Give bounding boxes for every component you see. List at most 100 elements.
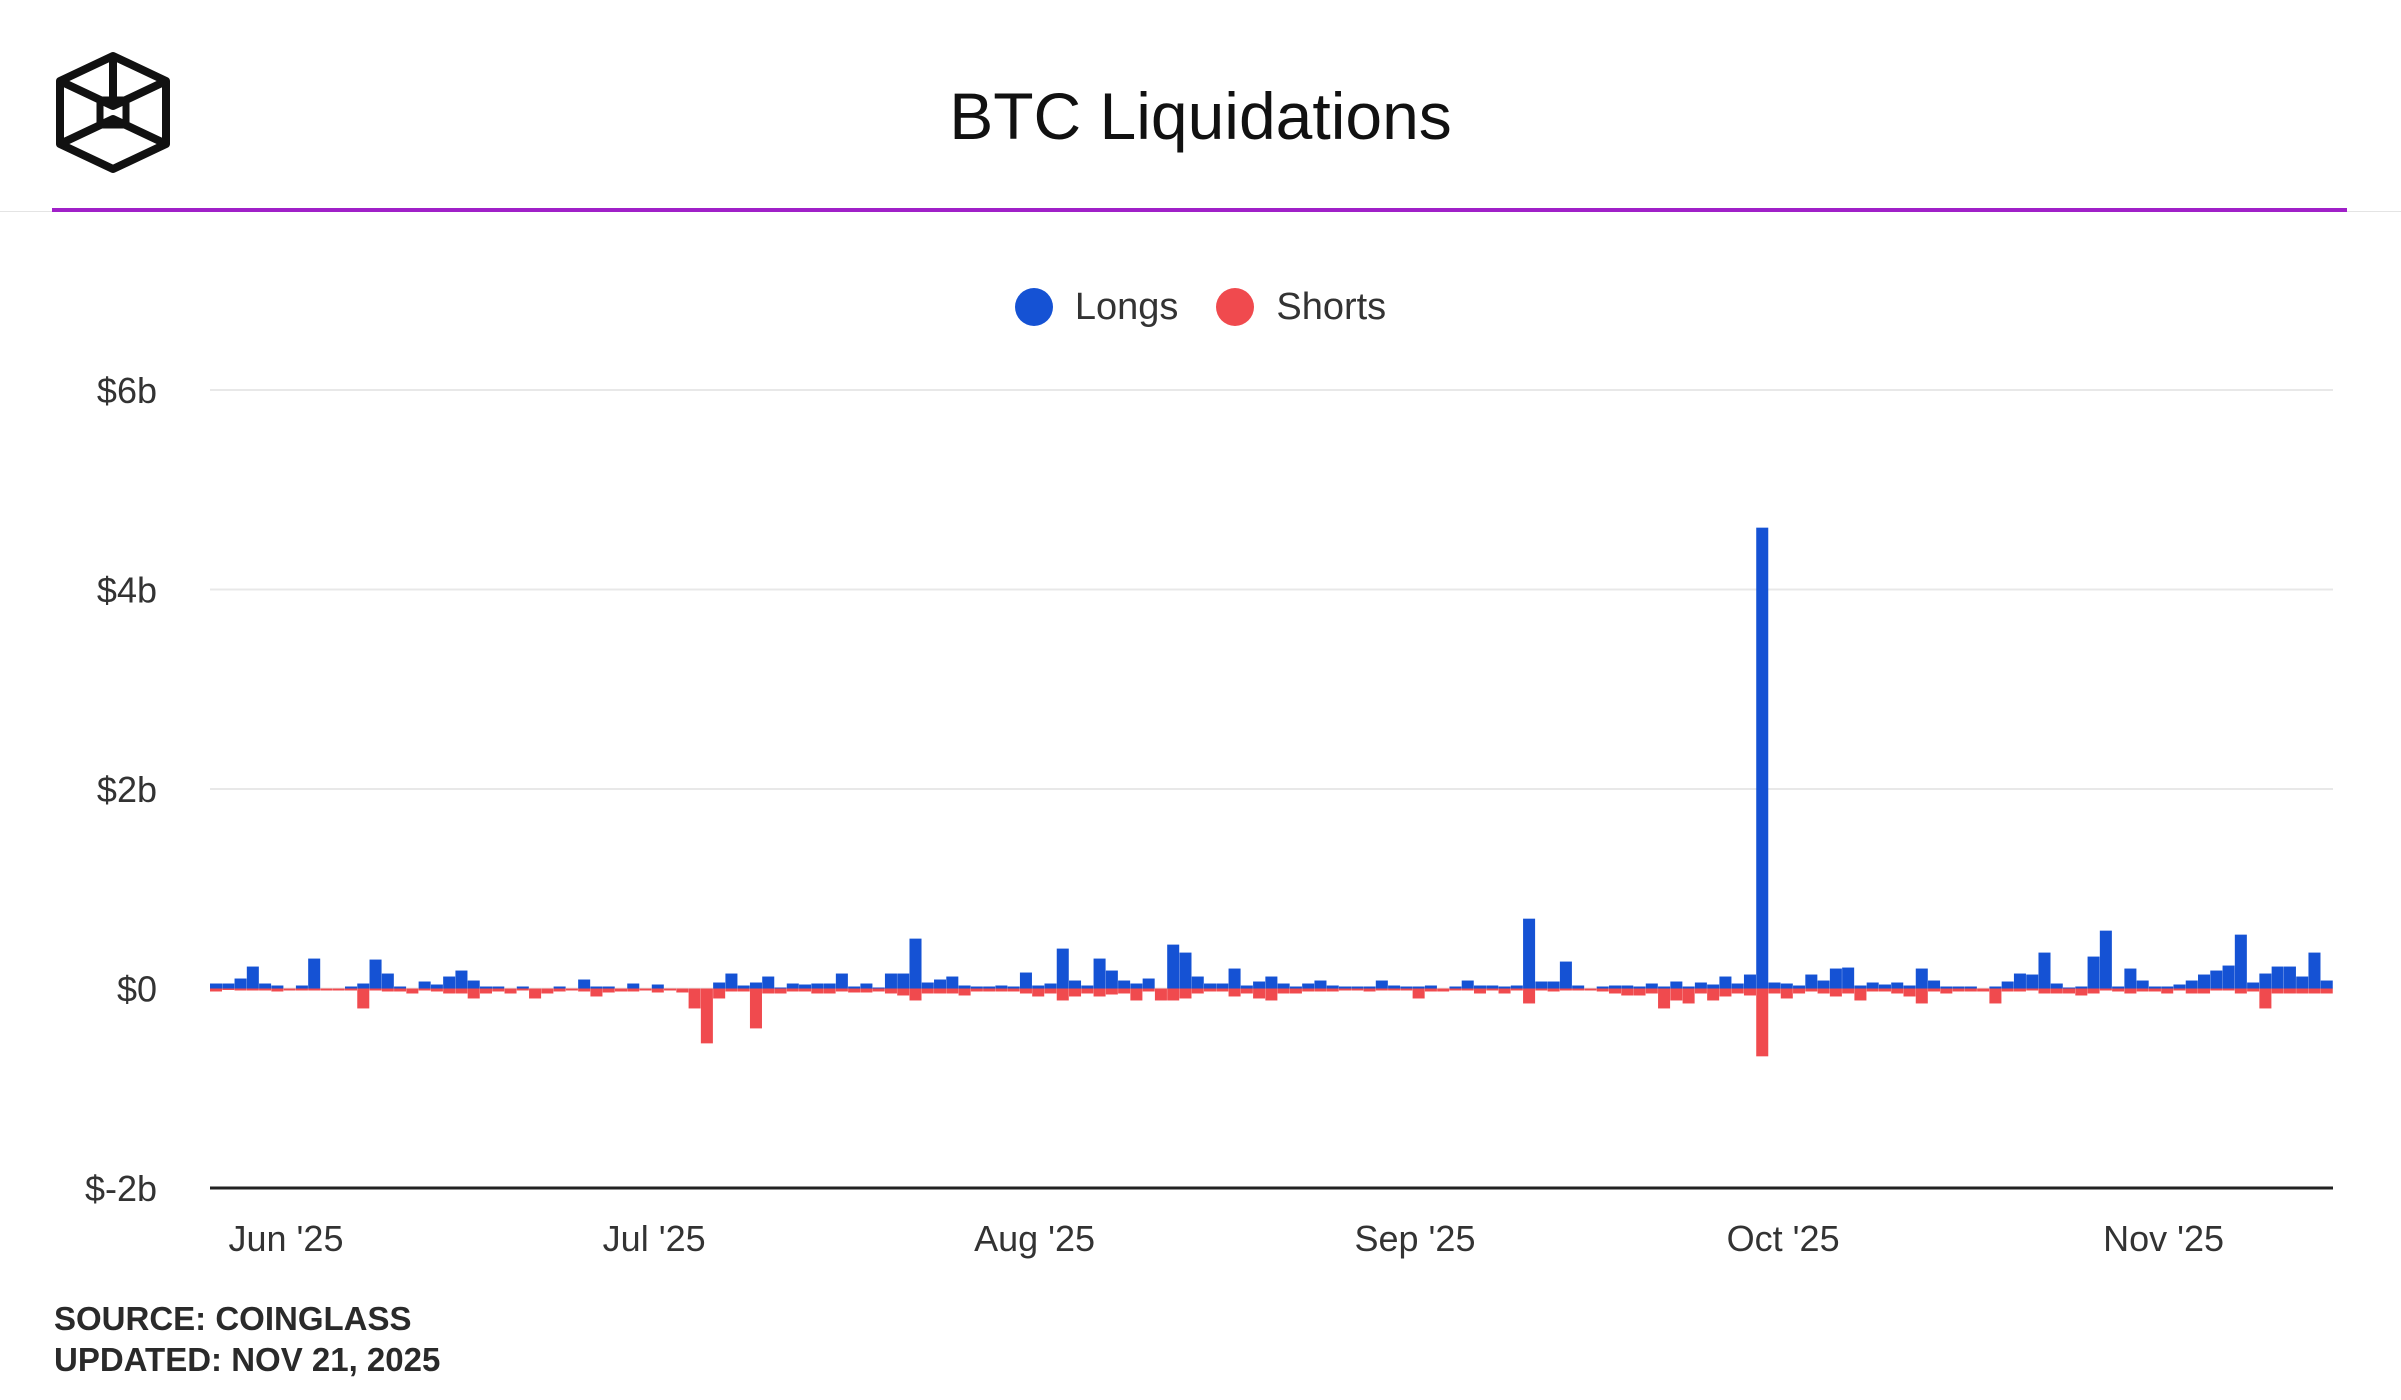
bar-shorts[interactable] <box>1081 988 1094 994</box>
bar-shorts[interactable] <box>1363 988 1376 992</box>
bar-longs[interactable] <box>2124 968 2137 989</box>
bar-shorts[interactable] <box>1854 988 1867 1001</box>
bar-shorts[interactable] <box>234 988 247 991</box>
bar-longs[interactable] <box>2013 973 2026 989</box>
bar-shorts[interactable] <box>504 988 517 994</box>
bar-longs[interactable] <box>713 982 726 989</box>
bar-longs[interactable] <box>430 984 443 989</box>
bar-longs[interactable] <box>1891 982 1904 989</box>
bar-shorts[interactable] <box>2038 988 2051 994</box>
bar-shorts[interactable] <box>1253 988 1266 999</box>
bar-longs[interactable] <box>246 966 259 989</box>
bar-shorts[interactable] <box>1302 988 1315 992</box>
bar-shorts[interactable] <box>799 988 812 992</box>
bar-shorts[interactable] <box>2001 988 2014 992</box>
bar-longs[interactable] <box>1658 986 1671 989</box>
bar-shorts[interactable] <box>479 988 493 994</box>
bar-longs[interactable] <box>2112 986 2125 989</box>
bar-shorts[interactable] <box>1326 988 1339 992</box>
bar-longs[interactable] <box>1486 985 1499 989</box>
bar-shorts[interactable] <box>737 988 750 992</box>
bar-shorts[interactable] <box>246 988 259 991</box>
bar-longs[interactable] <box>2075 986 2088 989</box>
bar-shorts[interactable] <box>1289 988 1302 994</box>
legend-item-longs[interactable]: Longs <box>1014 286 1178 329</box>
bar-shorts[interactable] <box>725 988 738 992</box>
bar-shorts[interactable] <box>1142 988 1155 992</box>
bar-shorts[interactable] <box>1596 988 1609 992</box>
bar-shorts[interactable] <box>1608 988 1621 994</box>
bar-longs[interactable] <box>872 987 885 990</box>
bar-longs[interactable] <box>737 985 750 989</box>
bar-shorts[interactable] <box>467 988 480 999</box>
bar-longs[interactable] <box>1829 968 1842 989</box>
bar-longs[interactable] <box>1019 972 1032 989</box>
bar-shorts[interactable] <box>2161 988 2174 994</box>
bar-longs[interactable] <box>1878 984 1891 989</box>
bar-shorts[interactable] <box>1216 988 1229 992</box>
bar-shorts[interactable] <box>344 988 358 991</box>
bar-shorts[interactable] <box>1056 988 1069 1001</box>
bar-shorts[interactable] <box>455 988 468 994</box>
bar-shorts[interactable] <box>1731 988 1744 994</box>
bar-shorts[interactable] <box>2210 988 2223 991</box>
bar-shorts[interactable] <box>381 988 394 992</box>
bar-longs[interactable] <box>1731 983 1744 989</box>
bar-longs[interactable] <box>1940 986 1953 989</box>
bar-shorts[interactable] <box>2234 988 2247 994</box>
bar-shorts[interactable] <box>1486 988 1499 991</box>
bar-longs[interactable] <box>1903 985 1916 989</box>
bar-shorts[interactable] <box>492 988 505 992</box>
bar-shorts[interactable] <box>394 988 407 992</box>
bar-longs[interactable] <box>1694 982 1707 989</box>
bar-longs[interactable] <box>799 984 812 989</box>
bar-longs[interactable] <box>1719 976 1732 989</box>
bar-longs[interactable] <box>295 985 308 989</box>
bar-longs[interactable] <box>2210 970 2223 989</box>
bar-shorts[interactable] <box>1645 988 1658 994</box>
bar-shorts[interactable] <box>553 988 566 992</box>
bar-longs[interactable] <box>1424 985 1437 989</box>
bar-longs[interactable] <box>1572 985 1585 989</box>
bar-shorts[interactable] <box>2136 988 2149 992</box>
bar-longs[interactable] <box>344 986 358 989</box>
bar-longs[interactable] <box>222 983 235 989</box>
bar-longs[interactable] <box>1928 980 1941 989</box>
bar-shorts[interactable] <box>2063 988 2076 994</box>
bar-shorts[interactable] <box>1891 988 1904 994</box>
bar-shorts[interactable] <box>921 988 934 994</box>
bar-longs[interactable] <box>1756 527 1769 989</box>
bar-longs[interactable] <box>2087 956 2100 989</box>
bar-longs[interactable] <box>2026 974 2039 989</box>
bar-shorts[interactable] <box>1989 988 2002 1004</box>
bar-shorts[interactable] <box>1756 988 1769 1057</box>
bar-shorts[interactable] <box>1915 988 1928 1004</box>
bar-shorts[interactable] <box>2271 988 2284 994</box>
bar-longs[interactable] <box>479 986 493 989</box>
bar-longs[interactable] <box>946 976 959 989</box>
bar-shorts[interactable] <box>1743 988 1756 996</box>
bar-shorts[interactable] <box>1658 988 1671 1009</box>
bar-shorts[interactable] <box>1400 988 1413 991</box>
bar-shorts[interactable] <box>2026 988 2039 991</box>
bar-longs[interactable] <box>1228 968 1241 989</box>
bar-longs[interactable] <box>2063 987 2076 990</box>
bar-shorts[interactable] <box>1621 988 1634 996</box>
bar-shorts[interactable] <box>1768 988 1781 994</box>
bar-longs[interactable] <box>1535 981 1548 989</box>
bar-shorts[interactable] <box>639 988 652 991</box>
bar-shorts[interactable] <box>1019 988 1032 994</box>
bar-longs[interactable] <box>1216 983 1229 989</box>
bar-longs[interactable] <box>492 986 505 989</box>
bar-longs[interactable] <box>2271 966 2284 989</box>
bar-shorts[interactable] <box>1977 988 1990 992</box>
bar-longs[interactable] <box>1142 978 1155 989</box>
bar-longs[interactable] <box>2247 982 2260 989</box>
bar-longs[interactable] <box>1302 983 1315 989</box>
bar-longs[interactable] <box>2234 934 2247 989</box>
bar-longs[interactable] <box>2001 981 2014 989</box>
bar-longs[interactable] <box>394 986 407 989</box>
bar-shorts[interactable] <box>811 988 824 994</box>
bar-shorts[interactable] <box>1105 988 1118 995</box>
bar-longs[interactable] <box>590 986 603 989</box>
